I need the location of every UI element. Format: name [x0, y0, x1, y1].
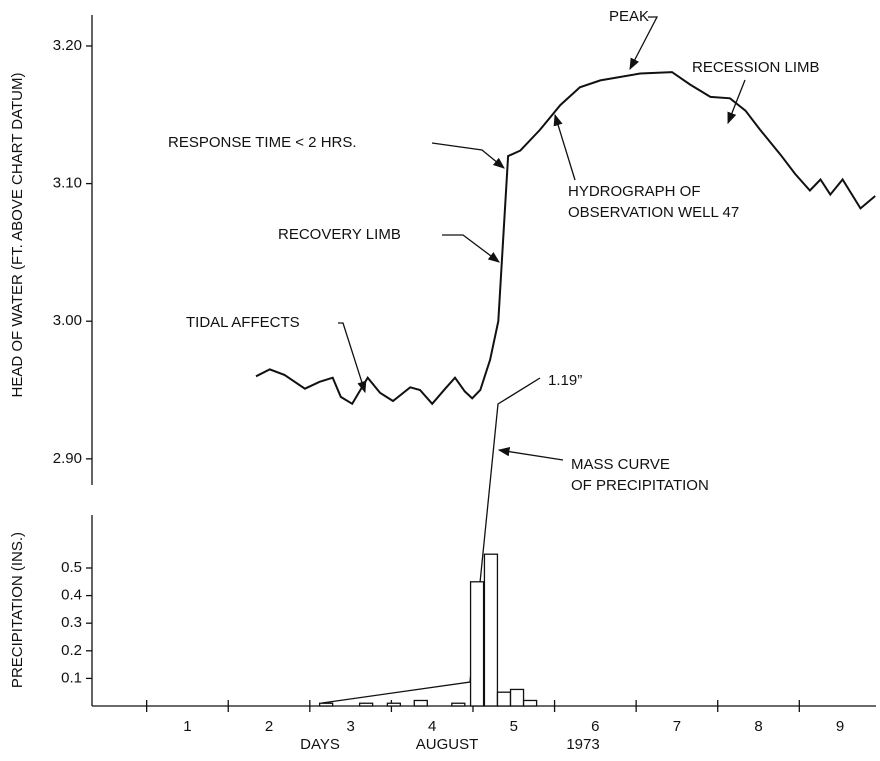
annotation: PEAK [609, 8, 649, 25]
x-axis-label: DAYS [300, 736, 340, 753]
x-tick-label: 5 [510, 718, 518, 735]
x-tick-label: 9 [836, 718, 844, 735]
y-tick-label: 0.2 [61, 642, 82, 659]
bar [451, 702, 466, 707]
annotation-arrow [629, 16, 659, 71]
annotation-arrow [497, 447, 564, 461]
y-tick-label: 0.5 [61, 559, 82, 576]
bar [413, 699, 428, 707]
x-tick-label: 7 [673, 718, 681, 735]
annotation: MASS CURVE [571, 456, 670, 473]
annotation: RESPONSE TIME < 2 HRS. [168, 134, 357, 151]
y-axis-label: PRECIPITATION (INS.) [9, 532, 26, 688]
y-tick-label: 0.4 [61, 587, 82, 604]
annotation-arrow [442, 234, 500, 263]
x-tick-label: 1 [183, 718, 191, 735]
hydrograph-line [255, 71, 876, 406]
annotation: RECESSION LIMB [692, 59, 820, 76]
y-tick-label: 3.20 [53, 37, 82, 54]
x-tick-label: 6 [591, 718, 599, 735]
y-tick-label: 0.3 [61, 614, 82, 631]
bar [509, 688, 525, 707]
bar [358, 702, 374, 707]
x-tick-label: 3 [346, 718, 354, 735]
x-tick-label: 8 [754, 718, 762, 735]
bar [496, 691, 512, 707]
bar [469, 581, 485, 707]
annotation: OBSERVATION WELL 47 [568, 204, 739, 221]
annotation-arrow [553, 113, 576, 181]
x-axis-label: 1973 [566, 736, 599, 753]
annotation-arrow [338, 322, 367, 394]
x-axis-label: AUGUST [416, 736, 479, 753]
bar [522, 699, 538, 707]
annotation: RECOVERY LIMB [278, 226, 401, 243]
annotation: 1.19” [548, 372, 582, 389]
y-tick-label: 3.00 [53, 312, 82, 329]
y-tick-label: 2.90 [53, 450, 82, 467]
y-tick-label: 0.1 [61, 669, 82, 686]
y-axis-label: HEAD OF WATER (FT. ABOVE CHART DATUM) [9, 72, 26, 397]
x-tick-label: 4 [428, 718, 436, 735]
bar [483, 553, 499, 707]
annotation: TIDAL AFFECTS [186, 314, 300, 331]
annotation: HYDROGRAPH OF [568, 183, 701, 200]
x-tick-label: 2 [265, 718, 273, 735]
annotation-arrow [431, 142, 505, 169]
annotation: OF PRECIPITATION [571, 477, 709, 494]
y-tick-label: 3.10 [53, 175, 82, 192]
mass-curve [321, 377, 541, 704]
bar [318, 702, 334, 707]
bar [386, 702, 402, 707]
annotation-arrow [727, 79, 746, 125]
